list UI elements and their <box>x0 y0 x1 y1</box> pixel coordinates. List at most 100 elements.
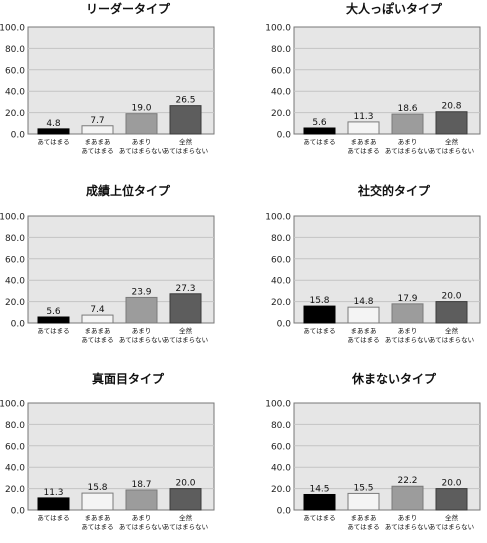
x-category-label: あまりあてはまらない <box>119 327 164 344</box>
bar-value-label: 14.8 <box>353 297 373 307</box>
bar <box>347 121 380 135</box>
bar <box>81 314 114 324</box>
x-category-label: あてはまる <box>303 138 335 146</box>
bar-value-label: 20.0 <box>441 479 461 489</box>
y-tick-label: 20.0 <box>5 485 25 495</box>
x-category-label: まあまああてはまる <box>347 327 379 344</box>
y-tick-label: 20.0 <box>271 109 291 119</box>
bar <box>169 293 202 324</box>
bar <box>125 113 158 135</box>
bar <box>81 125 114 135</box>
bar-value-label: 15.8 <box>87 483 107 493</box>
bar <box>391 303 424 324</box>
bar-value-label: 20.0 <box>175 479 195 489</box>
y-tick-label: 60.0 <box>271 442 291 452</box>
x-category-label: 全然あてはまらない <box>163 513 208 531</box>
y-tick-label: 40.0 <box>271 277 291 287</box>
y-tick-label: 100.0 <box>265 400 291 410</box>
bar <box>391 113 424 135</box>
bar-value-label: 5.6 <box>312 118 327 128</box>
bar-value-label: 26.5 <box>175 96 195 106</box>
y-tick-label: 40.0 <box>5 277 25 287</box>
y-tick-label: 60.0 <box>5 66 25 76</box>
bar-value-label: 18.6 <box>397 104 417 114</box>
x-category-label: あてはまる <box>37 138 69 146</box>
bar <box>391 485 424 511</box>
y-tick-label: 80.0 <box>5 234 25 244</box>
bar <box>435 301 468 324</box>
y-tick-label: 0.0 <box>277 320 292 330</box>
bar-value-label: 20.8 <box>441 102 461 112</box>
y-tick-label: 40.0 <box>271 464 291 474</box>
bar <box>435 488 468 511</box>
x-category-label: まあまああてはまる <box>81 514 113 531</box>
y-tick-label: 100.0 <box>265 24 291 34</box>
x-category-label: あてはまる <box>303 514 335 522</box>
bar <box>435 111 468 135</box>
y-tick-label: 40.0 <box>5 464 25 474</box>
x-category-label: あまりあてはまらない <box>119 514 164 531</box>
y-tick-label: 20.0 <box>271 298 291 308</box>
x-category-label: あてはまる <box>37 514 69 522</box>
y-tick-label: 100.0 <box>265 213 291 223</box>
x-category-label: あまりあてはまらない <box>119 138 164 155</box>
y-tick-label: 80.0 <box>5 421 25 431</box>
bar-value-label: 18.7 <box>131 480 151 490</box>
x-category-label: まあまああてはまる <box>347 138 379 155</box>
bar <box>125 296 158 324</box>
bar-value-label: 17.9 <box>397 294 417 304</box>
x-category-label: まあまああてはまる <box>81 327 113 344</box>
x-category-label: あてはまる <box>37 327 69 335</box>
chart-panel: 休まないタイプ 100.0 80.0 60.0 40.0 20.0 0.0 14.5 あてはまる… <box>265 371 481 531</box>
x-category-label: 全然あてはまらない <box>163 137 208 155</box>
x-category-label: 全然あてはまらない <box>429 326 474 344</box>
bar <box>169 488 202 511</box>
x-category-label: まあまああてはまる <box>81 138 113 155</box>
bar <box>37 497 70 511</box>
y-tick-label: 100.0 <box>0 24 25 34</box>
y-tick-label: 0.0 <box>11 507 26 517</box>
bar-value-label: 15.5 <box>353 483 373 493</box>
x-category-label: あまりあてはまらない <box>385 138 430 155</box>
x-category-label: あまりあてはまらない <box>385 327 430 344</box>
bar-value-label: 7.4 <box>90 305 105 315</box>
y-tick-label: 80.0 <box>271 45 291 55</box>
bar-value-label: 19.0 <box>131 104 151 114</box>
chart-title: 社交的タイプ <box>357 183 431 198</box>
x-category-label: あまりあてはまらない <box>385 514 430 531</box>
bar-value-label: 23.9 <box>131 287 151 297</box>
plot-area <box>293 215 481 324</box>
y-tick-label: 80.0 <box>271 421 291 431</box>
x-category-label: 全然あてはまらない <box>429 513 474 531</box>
chart-title: リーダータイプ <box>86 1 171 16</box>
bar <box>347 306 380 324</box>
bar <box>347 492 380 511</box>
chart-title: 真面目タイプ <box>92 371 165 386</box>
x-category-label: 全然あてはまらない <box>429 137 474 155</box>
bar-value-label: 7.7 <box>90 116 104 126</box>
x-category-label: まあまああてはまる <box>347 514 379 531</box>
y-tick-label: 80.0 <box>271 234 291 244</box>
chart-title: 休まないタイプ <box>351 371 437 386</box>
bar <box>37 128 70 135</box>
y-tick-label: 40.0 <box>271 88 291 98</box>
y-tick-label: 60.0 <box>5 255 25 265</box>
bar <box>81 492 114 511</box>
y-tick-label: 60.0 <box>5 442 25 452</box>
chart-panel: 成績上位タイプ 100.0 80.0 60.0 40.0 20.0 0.0 5.6 あてはまる 7… <box>0 183 215 344</box>
bar <box>303 493 336 511</box>
y-tick-label: 0.0 <box>11 131 26 141</box>
x-category-label: 全然あてはまらない <box>163 326 208 344</box>
y-tick-label: 60.0 <box>271 255 291 265</box>
y-tick-label: 0.0 <box>11 320 26 330</box>
bar <box>37 316 70 324</box>
bar-value-label: 15.8 <box>309 296 329 306</box>
bar-value-label: 14.5 <box>309 484 329 494</box>
bar-value-label: 27.3 <box>175 284 195 294</box>
bar <box>303 127 336 135</box>
chart-panel: 社交的タイプ 100.0 80.0 60.0 40.0 20.0 0.0 15.8 あてはまる 1… <box>265 183 481 344</box>
bar-value-label: 5.6 <box>46 307 61 317</box>
y-tick-label: 40.0 <box>5 88 25 98</box>
chart-panel: 真面目タイプ 100.0 80.0 60.0 40.0 20.0 0.0 11.3 あてはまる 1… <box>0 371 215 531</box>
